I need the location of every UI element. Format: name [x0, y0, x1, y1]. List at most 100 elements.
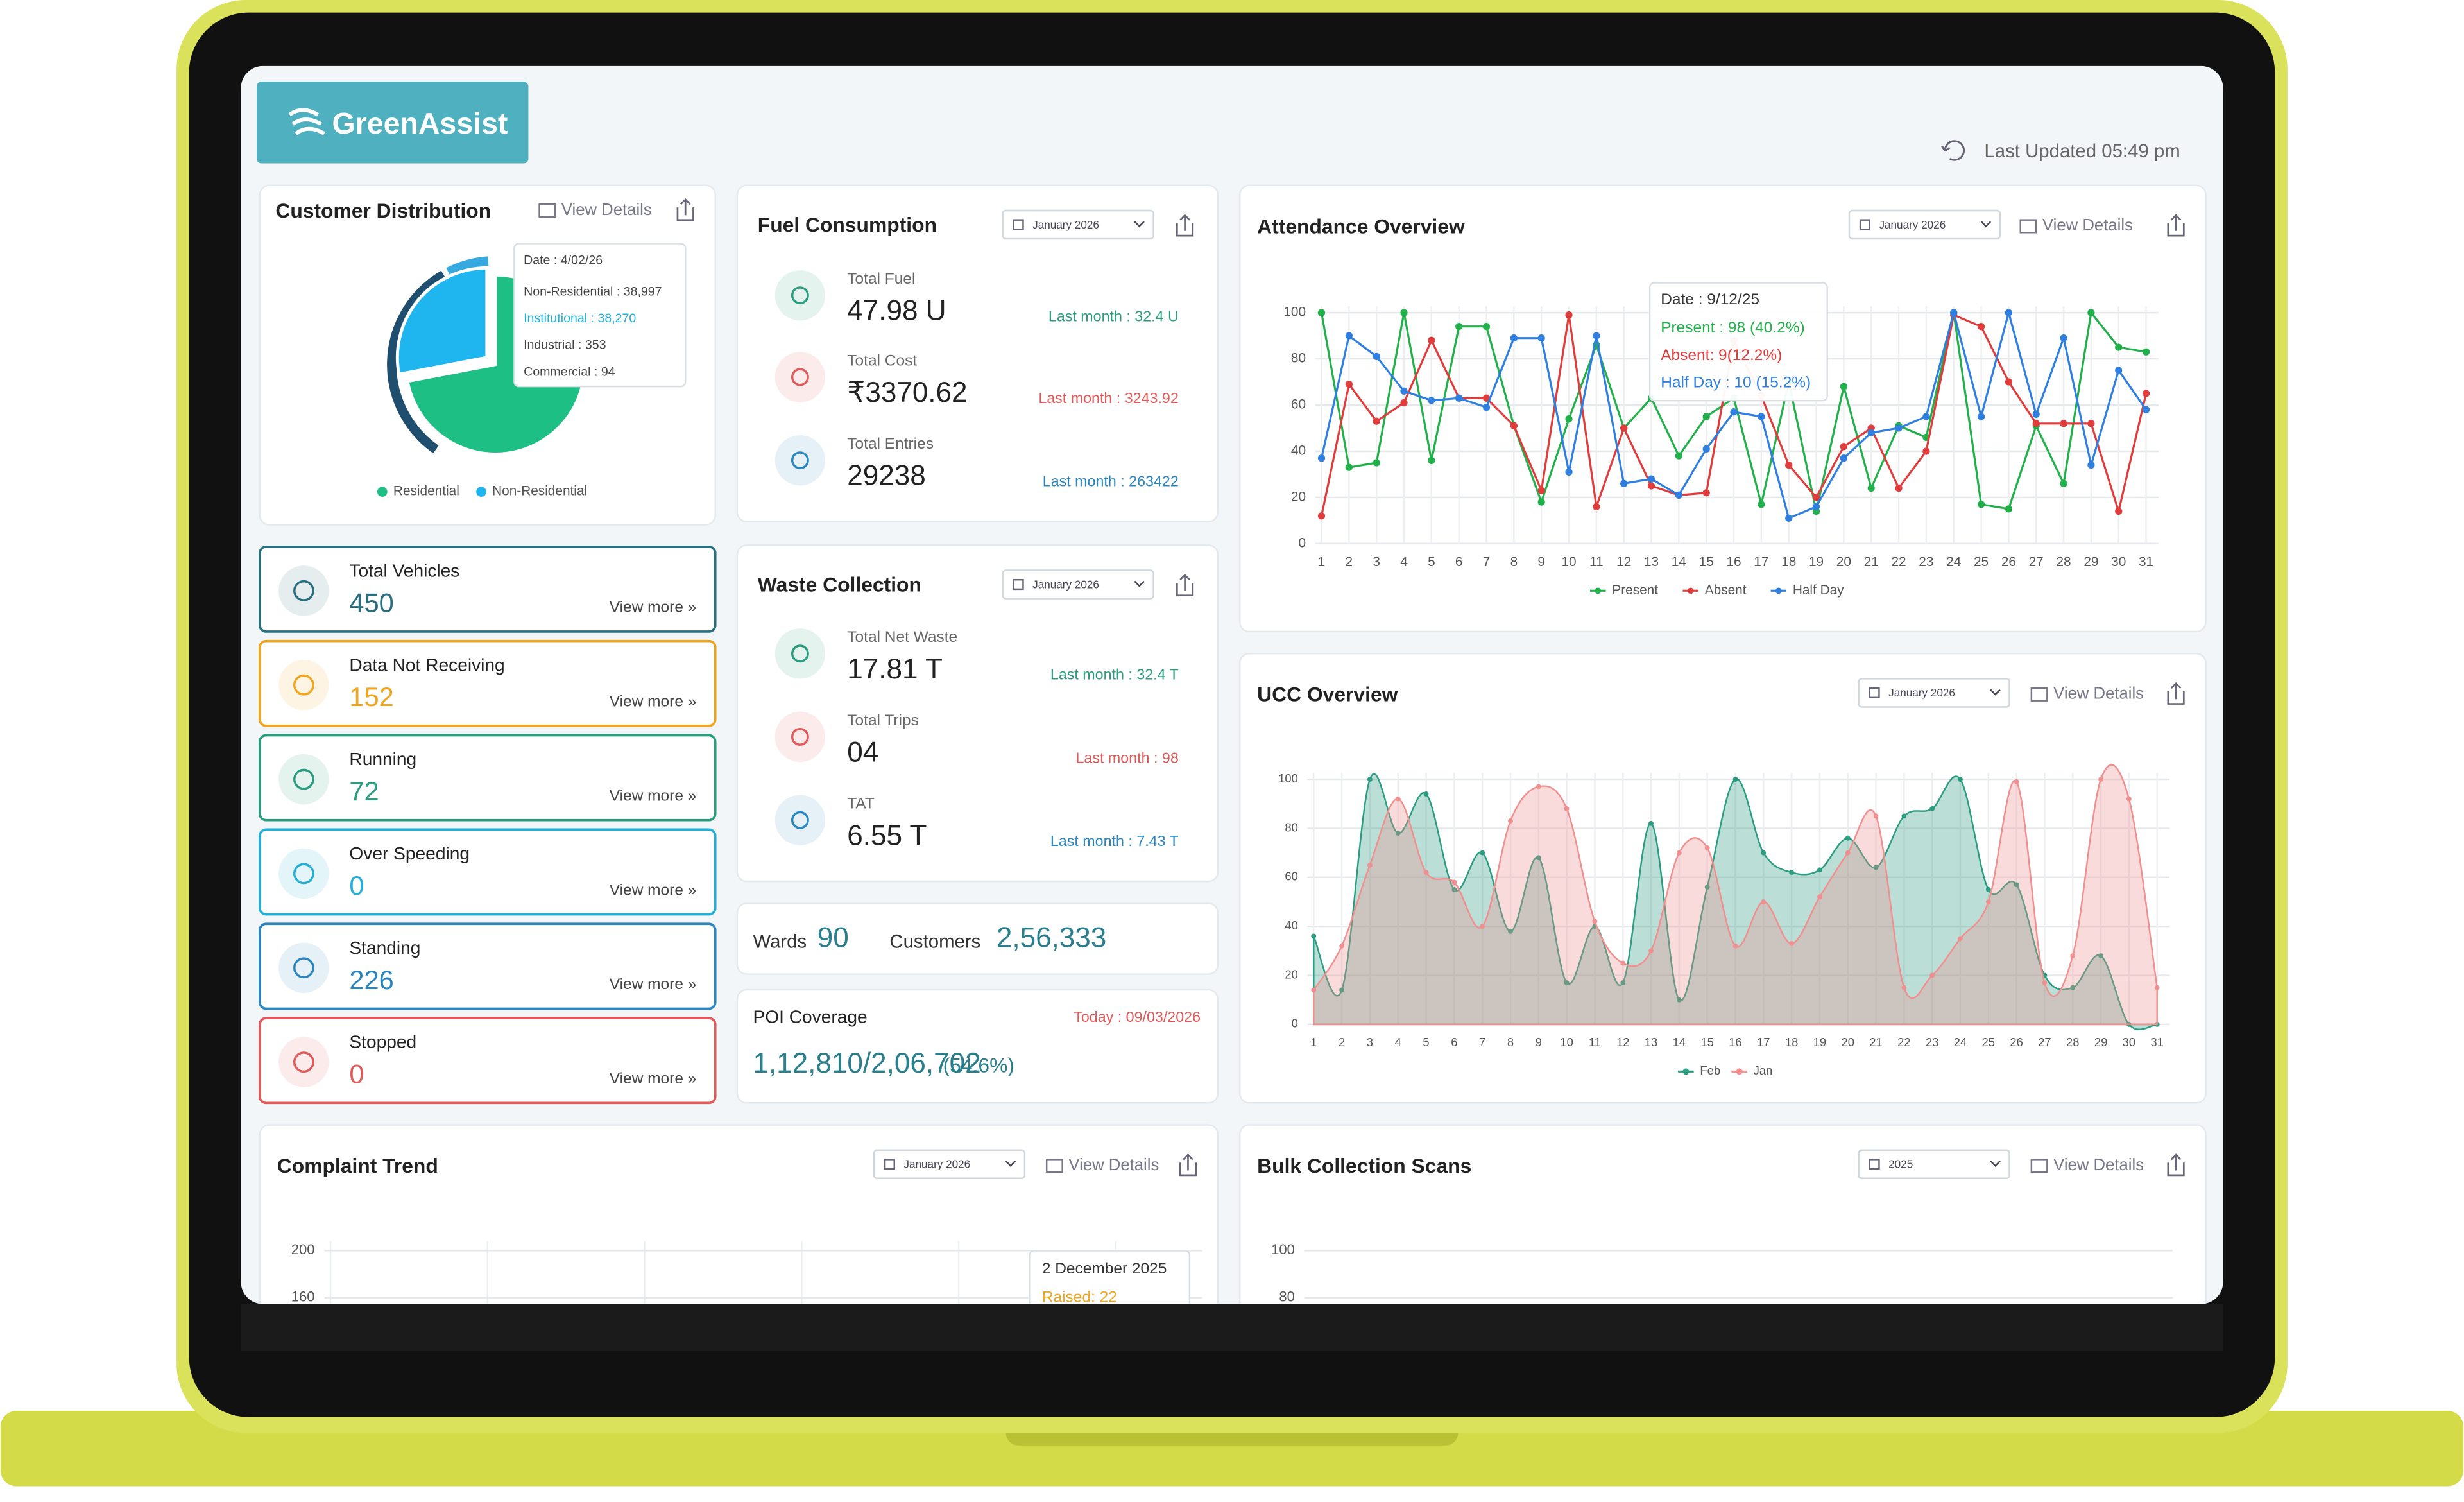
data-point — [1395, 796, 1401, 802]
view-details[interactable]: View Details — [2053, 1156, 2144, 1174]
dropdown[interactable] — [1858, 1149, 2010, 1179]
data-point — [1789, 870, 1795, 876]
dropdown-text[interactable]: January 2026 — [903, 1157, 970, 1170]
x-tick-label: 15 — [1700, 1035, 1713, 1049]
data-point — [1761, 850, 1767, 856]
logo-mark — [291, 117, 322, 126]
y-tick-label: 80 — [1285, 820, 1297, 834]
table-icon — [2030, 1159, 2048, 1173]
dropdown[interactable] — [1858, 678, 2010, 708]
data-point — [1451, 879, 1457, 885]
x-tick-label: 4 — [1400, 555, 1408, 569]
metric-value: ₹3370.62 — [847, 377, 967, 408]
data-point — [2005, 378, 2013, 386]
data-point — [1840, 454, 1848, 462]
x-tick-label: 25 — [1974, 555, 1989, 569]
view-more[interactable]: View more » — [610, 1070, 697, 1087]
data-point — [2142, 390, 2150, 397]
tooltip-date: Date : 4/02/26 — [524, 253, 603, 267]
status-icon-glyph — [293, 768, 314, 790]
pie-slice — [395, 266, 489, 376]
calendar-icon — [1869, 1159, 1880, 1170]
data-point — [1564, 806, 1570, 811]
data-point — [1840, 383, 1848, 390]
x-tick-label: 22 — [1897, 1035, 1910, 1049]
refresh-icon[interactable] — [1941, 140, 1965, 161]
metric-value: 6.55 T — [847, 820, 927, 851]
data-point — [1785, 461, 1793, 469]
data-point — [1400, 399, 1408, 407]
share-icon[interactable] — [2167, 682, 2185, 705]
dropdown[interactable] — [1002, 209, 1154, 240]
dropdown[interactable] — [1002, 569, 1154, 600]
view-details[interactable]: View Details — [2042, 216, 2133, 234]
data-point — [2070, 985, 2076, 990]
screen-chin — [241, 1304, 2223, 1352]
metric-icon — [774, 352, 826, 402]
data-point — [1428, 336, 1435, 344]
share-icon[interactable] — [1176, 573, 1194, 597]
data-point — [1373, 459, 1380, 467]
x-tick-label: 17 — [1754, 555, 1768, 569]
data-point — [1977, 413, 1985, 420]
data-point — [1840, 443, 1848, 451]
table-icon — [2030, 687, 2048, 702]
x-tick-label: 7 — [1479, 1035, 1485, 1049]
card-title: Customer Distribution — [275, 199, 491, 222]
data-point — [1845, 850, 1851, 856]
card-title: Complaint Trend — [277, 1154, 438, 1177]
data-point — [1565, 468, 1573, 476]
data-point — [1480, 850, 1485, 856]
metric-icon-glyph — [791, 286, 809, 305]
share-icon[interactable] — [1176, 214, 1194, 237]
data-point — [1620, 980, 1626, 985]
metric-value: 29238 — [847, 460, 925, 492]
dropdown[interactable] — [873, 1149, 1026, 1179]
tooltip — [1029, 1250, 1191, 1304]
view-more[interactable]: View more » — [610, 599, 697, 616]
status-value: 226 — [349, 965, 393, 995]
view-details[interactable]: View Details — [1068, 1156, 1159, 1174]
data-point — [1311, 933, 1317, 939]
metric-label: Total Entries — [847, 435, 934, 453]
data-point — [1758, 501, 1765, 508]
data-point — [2115, 507, 2123, 515]
calendar-icon — [1013, 219, 1024, 230]
status-label: Stopped — [349, 1032, 416, 1052]
view-more[interactable]: View more » — [610, 976, 697, 993]
view-details[interactable]: View Details — [2053, 685, 2144, 703]
share-icon[interactable] — [2167, 1153, 2185, 1177]
data-point — [1704, 885, 1710, 890]
dropdown-text[interactable]: 2025 — [1888, 1157, 1913, 1170]
card-title: Bulk Collection Scans — [1257, 1154, 1471, 1177]
x-tick-label: 8 — [1510, 555, 1518, 569]
data-point — [1929, 972, 1935, 978]
data-point — [1482, 403, 1491, 411]
dropdown[interactable] — [1848, 209, 2001, 240]
data-point — [1537, 498, 1545, 506]
dropdown-text[interactable]: January 2026 — [1032, 578, 1099, 591]
data-point — [1812, 503, 1820, 510]
x-tick-label: 7 — [1483, 555, 1491, 569]
view-more[interactable]: View more » — [610, 787, 697, 804]
screen: GreenAssist Last Updated 05:49 pm Customer… — [241, 65, 2223, 1304]
dropdown-text[interactable]: January 2026 — [1032, 218, 1099, 231]
data-point — [2154, 985, 2160, 990]
data-point — [2060, 334, 2067, 342]
x-tick-label: 27 — [2029, 555, 2044, 569]
chevron — [1990, 689, 2001, 696]
share-icon[interactable] — [676, 198, 694, 221]
data-point — [2142, 406, 2150, 413]
view-more[interactable]: View more » — [610, 693, 697, 711]
data-point — [1730, 408, 1738, 416]
calendar-icon — [1859, 219, 1870, 230]
y-tick-label: 20 — [1291, 489, 1306, 504]
dropdown-text[interactable]: January 2026 — [1879, 218, 1946, 231]
view-details[interactable]: View Details — [561, 201, 652, 219]
y-tick-label: 100 — [1283, 305, 1306, 320]
share-icon[interactable] — [1179, 1153, 1197, 1177]
status-icon-glyph — [293, 580, 314, 601]
dropdown-text[interactable]: January 2026 — [1888, 686, 1955, 699]
view-more[interactable]: View more » — [610, 881, 697, 899]
share-icon[interactable] — [2167, 214, 2185, 237]
